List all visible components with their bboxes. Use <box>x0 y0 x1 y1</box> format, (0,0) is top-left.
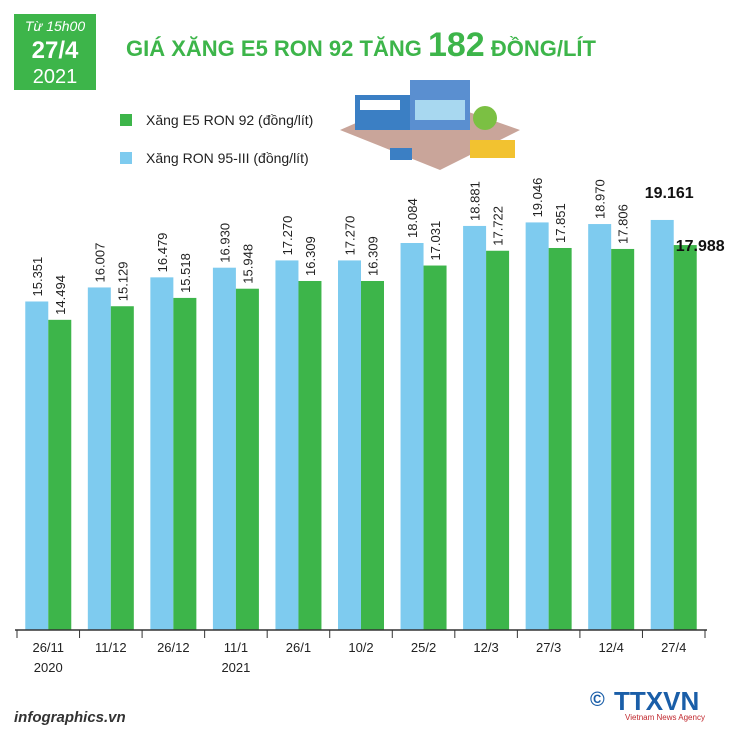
value-label: 16.309 <box>303 236 318 276</box>
plot: 15.351 14.494 26/11 2020 16.007 15.129 11/12 16… <box>15 178 725 675</box>
bar <box>361 280 384 630</box>
legend-swatch <box>120 114 132 126</box>
bar <box>25 301 49 630</box>
x-tick-label: 25/2 <box>411 640 436 655</box>
value-label: 17.851 <box>553 203 568 243</box>
value-label: 17.270 <box>343 216 358 256</box>
bar <box>235 288 259 630</box>
bar <box>173 297 197 630</box>
x-tick-label: 26/1 <box>286 640 311 655</box>
bar <box>611 248 635 630</box>
bar <box>463 225 487 630</box>
value-label: 15.948 <box>240 244 255 284</box>
footer-agency: Vietnam News Agency <box>625 713 705 722</box>
bar <box>588 224 612 631</box>
x-tick-label: 12/3 <box>473 640 498 655</box>
bar <box>275 260 299 630</box>
x-tick-label: 11/1 <box>224 640 248 655</box>
value-label: 17.722 <box>491 206 506 246</box>
value-label: 16.309 <box>366 236 381 276</box>
bar <box>48 319 72 630</box>
bar <box>87 287 111 630</box>
x-tick-label: 26/12 <box>157 640 190 655</box>
bar <box>673 245 697 630</box>
value-label: 19.161 <box>645 185 694 202</box>
x-tick-label: 11/12 <box>95 640 127 655</box>
value-label: 17.988 <box>676 238 725 255</box>
footer-site: infographics.vn <box>14 709 126 726</box>
title-part: ĐỒNG/LÍT <box>491 36 597 61</box>
footer-copyright: © <box>590 689 605 711</box>
year-label: 2021 <box>33 66 78 88</box>
footer-brand: TTXVN <box>614 686 699 716</box>
bar <box>298 280 322 630</box>
bar <box>650 219 674 631</box>
value-label: 19.046 <box>530 178 545 218</box>
legend-label: Xăng E5 RON 92 (đồng/lít) <box>146 112 313 128</box>
date-box <box>14 14 96 90</box>
value-label: 18.970 <box>593 179 608 219</box>
illustration <box>340 80 520 170</box>
value-label: 14.494 <box>53 275 68 315</box>
legend-swatch <box>120 152 132 164</box>
value-label: 16.479 <box>155 233 170 273</box>
value-label: 15.351 <box>30 257 45 297</box>
x-year-label: 2021 <box>221 660 250 675</box>
bar <box>150 277 174 630</box>
bar <box>212 267 236 630</box>
value-label: 15.518 <box>178 253 193 293</box>
bar <box>548 247 572 631</box>
x-tick-label: 27/3 <box>536 640 561 655</box>
date-label: 27/4 <box>32 37 79 64</box>
x-tick-label: 27/4 <box>661 640 686 655</box>
bar <box>423 265 447 630</box>
bar <box>338 260 361 630</box>
legend-label: Xăng RON 95-III (đồng/lít) <box>146 150 309 166</box>
value-label: 17.270 <box>280 216 295 256</box>
legend: Xăng E5 RON 92 (đồng/lít) Xăng RON 95-III… <box>120 112 313 166</box>
bar <box>400 243 424 631</box>
value-label: 16.007 <box>92 243 107 283</box>
value-label: 17.806 <box>616 204 631 244</box>
bar <box>110 306 134 630</box>
value-label: 17.031 <box>428 221 443 261</box>
x-tick-label: 26/11 <box>32 640 64 655</box>
value-label: 15.129 <box>115 261 130 301</box>
title-part: GIÁ XĂNG E5 RON 92 TĂNG <box>126 36 422 61</box>
x-year-label: 2020 <box>34 660 63 675</box>
x-tick-label: 10/2 <box>348 640 373 655</box>
value-label: 18.084 <box>405 198 420 238</box>
value-label: 16.930 <box>217 223 232 263</box>
chart-title: GIÁ XĂNG E5 RON 92 TĂNG 182 ĐỒNG/LÍT <box>126 26 596 64</box>
bar <box>525 222 549 631</box>
value-label: 18.881 <box>468 181 483 221</box>
bar <box>486 250 510 630</box>
time-label: Từ 15h00 <box>25 18 85 34</box>
title-highlight: 182 <box>428 26 485 64</box>
x-tick-label: 12/4 <box>599 640 624 655</box>
